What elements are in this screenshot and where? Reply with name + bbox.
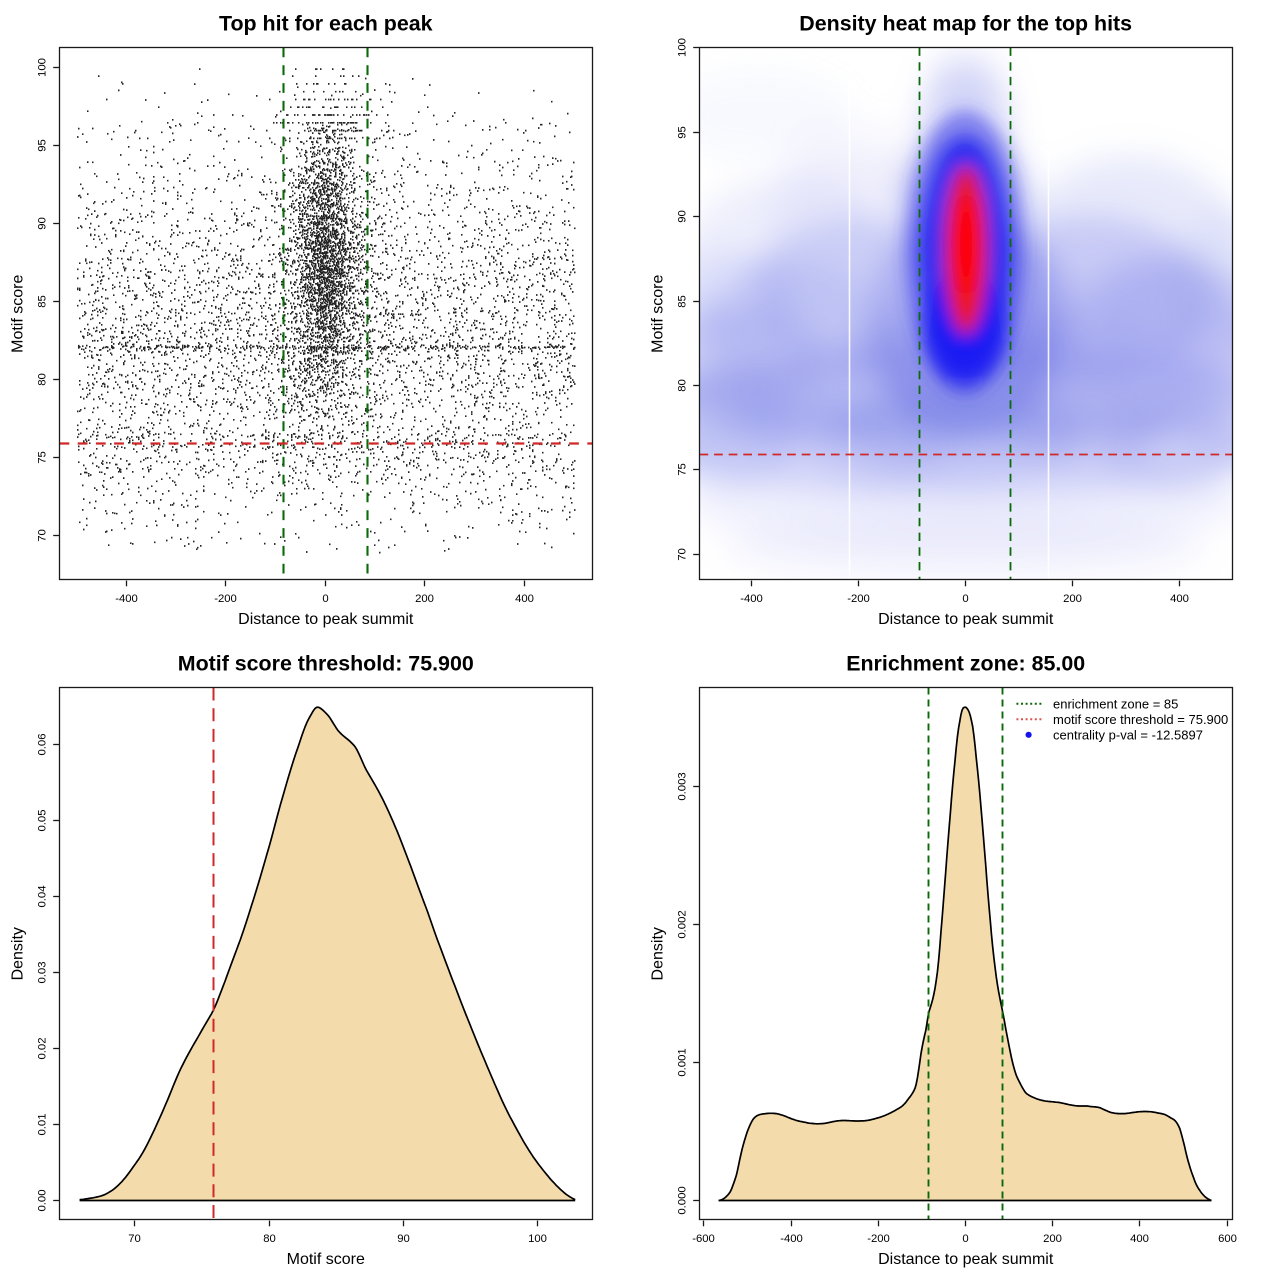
svg-text:-400: -400 (780, 1233, 803, 1245)
svg-text:0.02: 0.02 (37, 1038, 49, 1060)
svg-text:200: 200 (1063, 593, 1082, 605)
svg-text:100: 100 (37, 58, 49, 77)
svg-text:0.002: 0.002 (677, 910, 689, 938)
svg-text:0.003: 0.003 (677, 772, 689, 800)
svg-text:95: 95 (677, 126, 689, 139)
svg-text:0.06: 0.06 (37, 734, 49, 756)
svg-text:Motif score: Motif score (287, 1251, 365, 1268)
svg-text:90: 90 (677, 210, 689, 223)
svg-text:80: 80 (263, 1233, 276, 1245)
svg-text:200: 200 (415, 593, 434, 605)
svg-text:0: 0 (962, 593, 968, 605)
svg-text:600: 600 (1218, 1233, 1237, 1245)
svg-text:-600: -600 (692, 1233, 715, 1245)
svg-text:Distance to peak summit: Distance to peak summit (878, 1251, 1054, 1268)
svg-text:85: 85 (677, 295, 689, 308)
svg-text:100: 100 (528, 1233, 547, 1245)
svg-text:80: 80 (37, 373, 49, 386)
svg-text:80: 80 (677, 379, 689, 392)
svg-text:200: 200 (1043, 1233, 1062, 1245)
svg-text:95: 95 (37, 139, 49, 152)
svg-text:-200: -200 (214, 593, 237, 605)
svg-text:centrality p-val = -12.5897: centrality p-val = -12.5897 (1053, 728, 1203, 743)
svg-text:Distance to peak summit: Distance to peak summit (238, 611, 414, 628)
svg-text:400: 400 (1130, 1233, 1149, 1245)
svg-text:-200: -200 (867, 1233, 890, 1245)
svg-text:70: 70 (677, 548, 689, 561)
svg-text:0.03: 0.03 (37, 962, 49, 984)
svg-text:100: 100 (677, 38, 689, 57)
svg-text:Density heat map for the top h: Density heat map for the top hits (799, 12, 1132, 36)
svg-text:0.04: 0.04 (37, 886, 49, 908)
svg-text:400: 400 (1170, 593, 1189, 605)
svg-text:Enrichment zone: 85.00: Enrichment zone: 85.00 (846, 652, 1085, 676)
svg-text:Motif score: Motif score (10, 275, 27, 353)
svg-text:0.000: 0.000 (677, 1186, 689, 1214)
svg-text:85: 85 (37, 295, 49, 308)
svg-text:Density: Density (650, 927, 667, 980)
svg-text:-400: -400 (740, 593, 763, 605)
svg-text:0.05: 0.05 (37, 810, 49, 832)
svg-text:0: 0 (322, 593, 328, 605)
svg-text:enrichment zone = 85: enrichment zone = 85 (1053, 697, 1178, 712)
svg-text:Density: Density (10, 927, 27, 980)
svg-text:Motif score: Motif score (650, 275, 667, 353)
svg-text:75: 75 (677, 463, 689, 476)
svg-text:90: 90 (397, 1233, 410, 1245)
svg-text:-400: -400 (115, 593, 138, 605)
svg-text:0.01: 0.01 (37, 1114, 49, 1136)
svg-text:70: 70 (37, 529, 49, 542)
svg-text:0.00: 0.00 (37, 1190, 49, 1212)
svg-text:-200: -200 (847, 593, 870, 605)
svg-text:Motif score threshold: 75.900: Motif score threshold: 75.900 (178, 652, 474, 676)
svg-text:motif score threshold = 75.900: motif score threshold = 75.900 (1053, 712, 1228, 727)
svg-text:70: 70 (128, 1233, 141, 1245)
svg-text:Distance to peak summit: Distance to peak summit (878, 611, 1054, 628)
svg-text:0: 0 (962, 1233, 968, 1245)
svg-text:90: 90 (37, 217, 49, 230)
svg-text:0.001: 0.001 (677, 1048, 689, 1076)
svg-text:400: 400 (515, 593, 534, 605)
svg-text:75: 75 (37, 451, 49, 464)
svg-text:Top hit for each peak: Top hit for each peak (219, 12, 433, 36)
